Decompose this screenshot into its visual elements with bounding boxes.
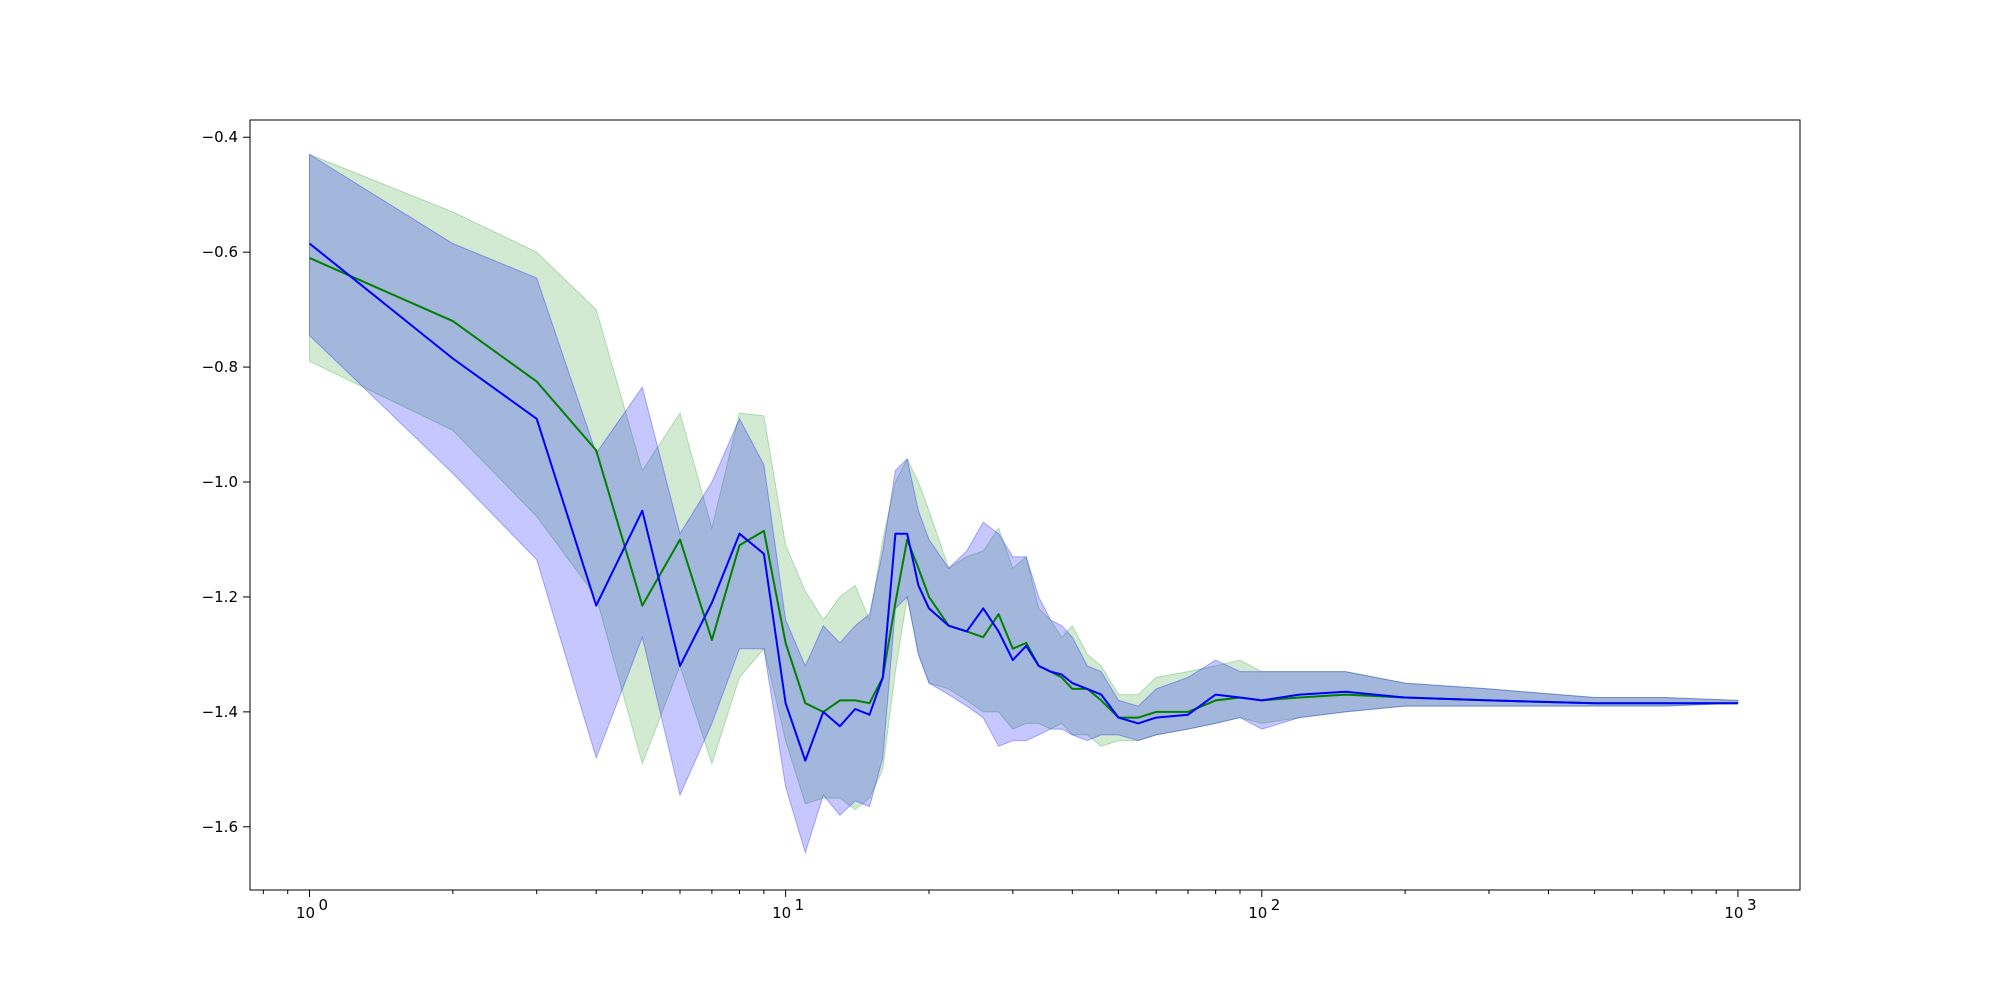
x-axis: 10 0 10 1 10 2 10 3 xyxy=(262,890,1757,922)
y-tick-label: −1.6 xyxy=(202,818,238,836)
y-tick-label: −1.0 xyxy=(202,473,238,491)
x-tick-label: 10 xyxy=(1248,904,1267,922)
x-tick-label: 10 xyxy=(1724,904,1743,922)
x-tick-exponent: 3 xyxy=(1747,896,1757,914)
x-tick-exponent: 2 xyxy=(1271,896,1281,914)
y-axis: −0.4 −0.6 −0.8 −1.0 −1.2 −1.4 −1.6 xyxy=(202,128,250,836)
series-lines xyxy=(308,242,1738,762)
x-tick-exponent: 0 xyxy=(318,896,328,914)
y-tick-label: −1.2 xyxy=(202,588,238,606)
x-tick-label: 10 xyxy=(296,904,315,922)
y-tick-label: −0.8 xyxy=(202,358,238,376)
y-tick-label: −0.4 xyxy=(202,128,238,146)
y-tick-label: −1.4 xyxy=(202,703,238,721)
x-tick-exponent: 1 xyxy=(795,896,805,914)
series-2-line xyxy=(308,242,1738,762)
x-tick-label: 10 xyxy=(772,904,791,922)
y-tick-label: −0.6 xyxy=(202,243,238,261)
plot-area-frame xyxy=(249,119,1801,891)
